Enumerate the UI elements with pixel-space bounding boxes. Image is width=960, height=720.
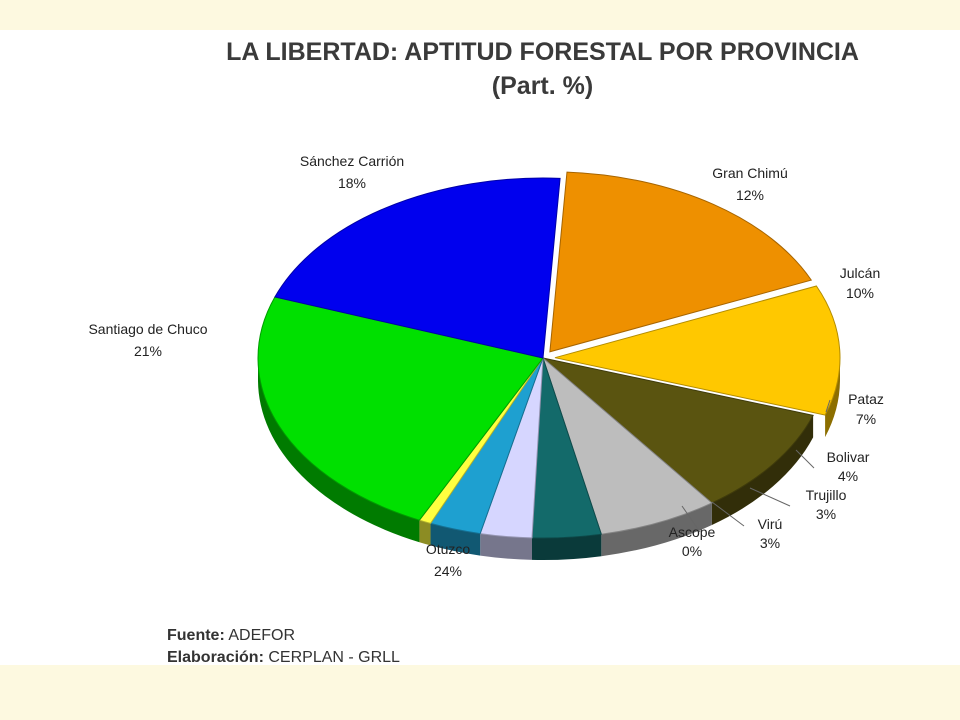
slice-label: Pataz (848, 391, 884, 407)
slice-label: Gran Chimú (712, 165, 787, 181)
slice-percent-label: 12% (736, 187, 764, 203)
source-line: Fuente: ADEFOR (167, 625, 400, 647)
slice-percent-label: 3% (760, 535, 780, 551)
leader-line (749, 487, 791, 507)
chart-title: LA LIBERTAD: APTITUD FORESTAL POR PROVIN… (0, 35, 960, 103)
source-value: ADEFOR (228, 627, 296, 644)
pie-slice-side (711, 415, 814, 525)
pie-slice (554, 285, 841, 416)
chart-footer: Fuente: ADEFOR Elaboración: CERPLAN - GR… (167, 625, 400, 669)
pie-slice-side (532, 534, 602, 560)
slice-label: Sánchez Carrión (300, 153, 404, 169)
pie-slice (549, 171, 813, 353)
slice-label: Virú (758, 516, 783, 532)
slice-percent-label: 0% (682, 543, 702, 559)
elaboration-label: Elaboración: (167, 649, 264, 666)
pie-slice (274, 177, 561, 359)
pie-slice-side (258, 358, 420, 543)
slice-label: Santiago de Chuco (88, 321, 207, 337)
leader-line (711, 501, 745, 527)
pie-slice (257, 296, 544, 521)
chart-subtitle: (Part. %) (491, 72, 594, 100)
slice-percent-label: 18% (338, 175, 366, 191)
elaboration-line: Elaboración: CERPLAN - GRLL (167, 647, 400, 669)
pie-sides (258, 357, 840, 560)
slice-label: Julcán (840, 265, 880, 281)
slice-percent-label: 7% (856, 411, 876, 427)
leader-line (795, 449, 815, 469)
pie-slice (542, 357, 814, 504)
source-label: Fuente: (167, 627, 225, 644)
pie-slice-side (480, 533, 533, 560)
elaboration-value: CERPLAN - GRLL (268, 649, 400, 666)
slice-percent-label: 10% (846, 285, 874, 301)
slice-percent-label: 3% (816, 506, 836, 522)
pie-slice-side (430, 523, 481, 556)
pie-slice-side (419, 520, 431, 546)
slice-label: Ascope (669, 524, 716, 540)
slice-percent-label: 24% (434, 563, 462, 579)
slice-label: Bolivar (827, 449, 870, 465)
slice-percent-label: 21% (134, 343, 162, 359)
pie-slice-side (825, 357, 840, 438)
leader-line (825, 399, 831, 413)
pie-slice (541, 356, 713, 535)
leader-line (681, 505, 701, 533)
pie-slice-side (601, 502, 712, 557)
slice-percent-label: 4% (838, 468, 858, 484)
slice-label: Trujillo (806, 487, 847, 503)
pie-tops (257, 171, 841, 539)
chart-title-line1: LA LIBERTAD: APTITUD FORESTAL POR PROVIN… (226, 38, 859, 66)
slice-label: Otuzco (426, 541, 471, 557)
